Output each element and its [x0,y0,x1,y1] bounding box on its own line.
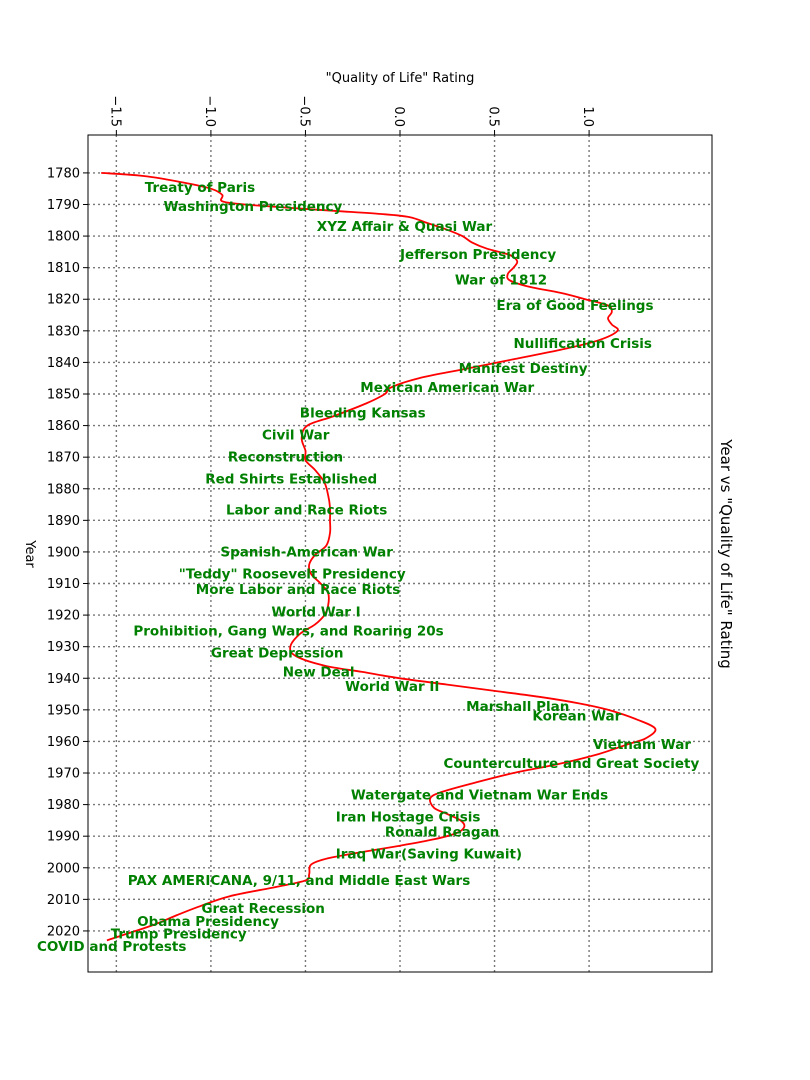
event-annotation: COVID and Protests [37,939,186,955]
x-tick-label: 0.5 [486,106,501,127]
y-tick-label: 1930 [47,640,80,655]
event-annotation: Manifest Destiny [459,361,588,377]
line-series [101,172,657,942]
event-annotation: Vietnam War [593,737,691,753]
event-annotation: Iraq War(Saving Kuwait) [336,847,522,863]
annotations: Treaty of Paris Washington Presidency XYZ … [37,180,700,955]
y-tick-label: 1920 [47,609,80,624]
event-annotation: Great Depression [211,645,344,661]
x-axis-label: "Quality of Life" Rating [326,71,475,86]
event-annotation: Labor and Race Riots [226,502,387,518]
event-annotation: Trump Presidency [111,926,247,942]
event-annotation: World War II [345,679,439,695]
x-tick-label: −0.5 [296,95,311,127]
y-tick-label: 1800 [47,230,80,245]
y-tick-label: 1890 [47,514,80,529]
y-tick-label: 1950 [47,703,80,718]
event-annotation: Washington Presidency [164,199,343,215]
event-annotation: Ronald Reagan [385,824,499,840]
event-annotation: Korean War [532,709,621,725]
event-annotation: XYZ Affair & Quasi War [317,219,493,235]
event-annotation: Watergate and Vietnam War Ends [351,787,608,803]
quality-of-life-line [101,172,657,942]
event-annotation: Bleeding Kansas [300,405,426,421]
y-axis-label: Year [22,539,37,568]
event-annotation: Treaty of Paris [145,180,255,196]
event-annotation: Red Shirts Established [205,472,377,488]
x-tick-label: 0.0 [391,106,406,127]
y-tick-label: 1900 [47,545,80,560]
y-tick-label: 1940 [47,672,80,687]
event-annotation: PAX AMERICANA, 9/11, and Middle East War… [128,873,471,889]
event-annotation: Nullification Crisis [513,336,651,352]
y-tick-label: 1860 [47,419,80,434]
y-tick-label: 1870 [47,451,80,466]
event-annotation: Marshall Plan [466,699,569,715]
y-tick-label: 2000 [47,861,80,876]
y-tick-label: 1810 [47,261,80,276]
event-annotation: New Deal [283,664,355,680]
x-tick-label: −1.0 [202,95,217,127]
event-annotation: Jefferson Presidency [399,247,556,263]
event-annotation: Mexican American War [360,380,534,396]
y-tick-label: 1960 [47,735,80,750]
event-annotation: Spanish-American War [220,544,393,560]
event-annotation: War of 1812 [455,273,547,289]
y-tick-label: 1990 [47,830,80,845]
y-tick-label: 1880 [47,482,80,497]
x-tick-label: −1.5 [107,95,122,127]
x-axis-ticks: −1.5 −1.0 −0.5 0.0 0.5 1.0 [107,95,595,135]
grid [88,135,712,972]
event-annotation: Reconstruction [228,450,343,466]
x-tick-label: 1.0 [580,106,595,127]
y-tick-label: 1830 [47,324,80,339]
event-annotation: Iran Hostage Crisis [336,810,481,826]
y-tick-label: 1910 [47,577,80,592]
y-tick-label: 1790 [47,198,80,213]
event-annotation: Counterculture and Great Society [443,756,699,772]
y-tick-label: 2010 [47,893,80,908]
event-annotation: More Labor and Race Riots [196,582,400,598]
event-annotation: Civil War [262,427,330,443]
event-annotation: World War I [271,604,360,620]
y-tick-label: 1980 [47,798,80,813]
event-annotation: Prohibition, Gang Wars, and Roaring 20s [133,623,443,639]
y-axis-ticks: 1780 1790 1800 1810 1820 1830 1840 1850 1860 1870… [47,166,88,939]
event-annotation: Obama Presidency [137,914,279,930]
y-tick-label: 1780 [47,166,80,181]
y-tick-label: 2020 [47,924,80,939]
y-tick-label: 1840 [47,356,80,371]
event-annotation: "Teddy" Roosevelt Presidency [179,566,406,582]
y-tick-label: 1970 [47,767,80,782]
event-annotation: Era of Good Feelings [496,298,653,314]
event-annotation: Great Recession [201,901,324,917]
y-tick-label: 1850 [47,387,80,402]
chart-title: Year vs "Quality of Life" Rating [717,438,735,669]
y-tick-label: 1820 [47,293,80,308]
